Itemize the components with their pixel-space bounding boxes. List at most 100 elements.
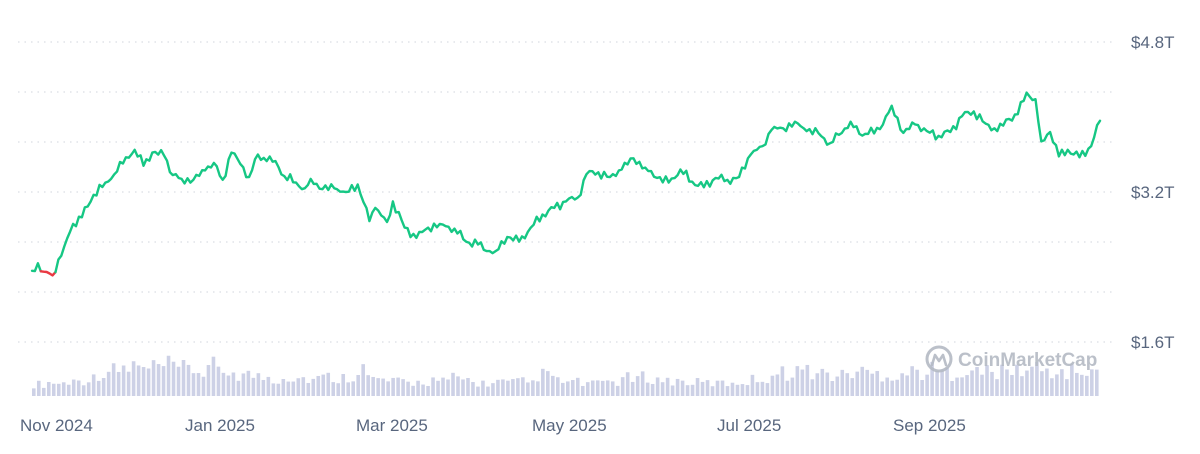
x-axis-ticks: Nov 2024 Jan 2025 Mar 2025 May 2025 Jul 2025… bbox=[20, 416, 966, 435]
volume-bar bbox=[316, 375, 321, 396]
volume-bar bbox=[1055, 374, 1059, 396]
volume-bar bbox=[655, 377, 660, 396]
volume-bar bbox=[660, 382, 665, 396]
volume-bar bbox=[176, 366, 181, 396]
x-tick-label: Jul 2025 bbox=[717, 416, 781, 435]
price-line-up-segment bbox=[54, 91, 1102, 274]
volume-bar bbox=[790, 377, 795, 396]
volume-bar bbox=[685, 385, 690, 396]
volume-bar bbox=[266, 376, 271, 396]
volume-bar bbox=[86, 382, 91, 396]
volume-bar bbox=[326, 372, 331, 396]
volume-bar bbox=[820, 368, 825, 396]
volume-bar bbox=[975, 367, 979, 396]
y-tick-label: $3.2T bbox=[1131, 183, 1174, 202]
volume-bar bbox=[935, 371, 939, 396]
volume-bar bbox=[630, 381, 635, 396]
volume-bar bbox=[905, 375, 909, 396]
volume-bar bbox=[486, 386, 490, 396]
volume-bar bbox=[730, 382, 735, 396]
volume-bar bbox=[940, 369, 944, 396]
volume-bar bbox=[1065, 379, 1069, 396]
volume-bar bbox=[361, 364, 365, 396]
volume-bar bbox=[511, 379, 515, 396]
volume-bar bbox=[191, 373, 196, 396]
volume-bar bbox=[456, 376, 460, 396]
volume-bar bbox=[556, 377, 560, 396]
gridlines bbox=[18, 41, 1112, 343]
volume-bar bbox=[695, 378, 700, 396]
volume-bar bbox=[371, 376, 375, 396]
volume-bar bbox=[136, 365, 141, 396]
volume-bar bbox=[1010, 374, 1014, 396]
volume-bar bbox=[376, 378, 380, 396]
volume-bar bbox=[705, 380, 710, 396]
volume-bar bbox=[291, 381, 296, 396]
volume-bar bbox=[620, 377, 625, 396]
volume-bar bbox=[830, 381, 835, 396]
volume-bar bbox=[541, 368, 545, 396]
volume-bar bbox=[166, 355, 171, 396]
volume-bar bbox=[1045, 368, 1049, 396]
volume-bar bbox=[411, 385, 415, 396]
volume-bar bbox=[680, 380, 685, 396]
volume-bar bbox=[865, 369, 870, 396]
volume-bar bbox=[1095, 369, 1099, 396]
volume-bar bbox=[66, 384, 71, 396]
volume-bar bbox=[980, 374, 984, 396]
volume-bar bbox=[1040, 371, 1044, 396]
volume-bar bbox=[835, 376, 840, 396]
volume-bar bbox=[675, 378, 680, 396]
volume-bar bbox=[241, 373, 246, 396]
volume-bar bbox=[116, 371, 121, 396]
volume-bar bbox=[76, 380, 81, 396]
volume-bar bbox=[441, 377, 445, 396]
volume-bar bbox=[331, 382, 336, 396]
volume-bar bbox=[750, 374, 755, 396]
volume-bar bbox=[451, 372, 455, 396]
y-tick-label: $4.8T bbox=[1131, 33, 1174, 52]
volume-bar bbox=[850, 378, 855, 396]
volume-bar bbox=[356, 374, 360, 396]
volume-bar bbox=[186, 364, 191, 396]
volume-bar bbox=[960, 377, 964, 396]
volume-bar bbox=[570, 380, 575, 396]
volume-bar bbox=[301, 377, 306, 396]
volume-bar bbox=[925, 374, 929, 396]
volume-bar bbox=[321, 374, 326, 396]
volume-bar bbox=[481, 380, 485, 396]
volume-bar bbox=[146, 368, 151, 396]
coinmarketcap-watermark: CoinMarketCap bbox=[925, 345, 1097, 373]
volume-bar bbox=[161, 366, 166, 396]
volume-bar bbox=[745, 385, 750, 396]
volume-bar bbox=[51, 383, 56, 396]
volume-bar bbox=[755, 382, 760, 396]
volume-bar bbox=[1075, 372, 1079, 396]
volume-bar bbox=[386, 381, 390, 396]
volume-bar bbox=[845, 373, 850, 396]
volume-bar bbox=[201, 376, 206, 396]
volume-bar bbox=[211, 356, 216, 396]
y-tick-label: $1.6T bbox=[1131, 333, 1174, 352]
volume-bar bbox=[610, 381, 615, 396]
volume-bar bbox=[431, 377, 435, 396]
volume-bar bbox=[406, 381, 410, 396]
volume-bar bbox=[645, 382, 650, 396]
x-tick-label: Jan 2025 bbox=[185, 416, 255, 435]
volume-bar bbox=[501, 379, 505, 396]
volume-bar bbox=[670, 385, 675, 396]
volume-bar bbox=[471, 382, 475, 396]
volume-bar bbox=[231, 372, 236, 396]
volume-bar bbox=[1060, 369, 1064, 396]
volume-bar bbox=[990, 371, 994, 396]
volume-bar bbox=[890, 380, 894, 396]
volume-bar bbox=[496, 379, 500, 396]
volume-bar bbox=[725, 386, 730, 396]
volume-bar bbox=[141, 367, 146, 396]
volume-bar bbox=[710, 386, 715, 396]
volume-bar bbox=[965, 375, 969, 396]
volume-bar bbox=[206, 365, 211, 396]
volume-bar bbox=[635, 376, 640, 396]
volume-bar bbox=[875, 371, 880, 396]
volume-bar bbox=[1050, 378, 1054, 396]
